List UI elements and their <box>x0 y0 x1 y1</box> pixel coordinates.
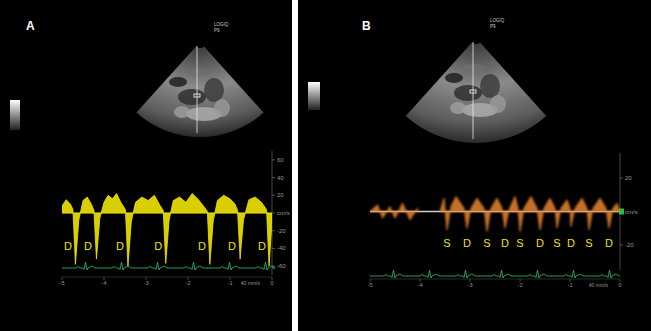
wave-label: D <box>567 237 575 249</box>
tissue-echo <box>450 102 466 114</box>
panel-background <box>298 0 651 331</box>
y-tick-label: cm/s <box>625 209 638 215</box>
sweep-speed: 40 mm/s <box>589 282 609 288</box>
device-label: P9 <box>214 28 220 33</box>
x-tick-label: -4 <box>418 282 423 288</box>
wave-label: S <box>516 237 523 249</box>
doppler-cursor <box>197 46 198 133</box>
y-tick-label: -20 <box>277 228 286 234</box>
wave-label: D <box>536 237 544 249</box>
panel: BLOGIQP9-20cm/s20-5-4-3-2-1040 mm/sSDSDS… <box>298 0 651 331</box>
x-tick-label: -3 <box>144 280 149 286</box>
panel: A LOGIQP9 -60 -40 -20 cm/s 20 40 60 -5 -4 -3 -2 -1 0 40… <box>0 0 292 331</box>
y-tick-label: 20 <box>277 192 284 198</box>
tissue-echo <box>214 99 230 117</box>
y-tick-label: -20 <box>625 242 634 248</box>
y-tick <box>620 178 623 179</box>
x-axis <box>62 277 272 278</box>
wave-label: S <box>443 237 450 249</box>
sweep-speed: 40 mm/s <box>241 280 261 286</box>
y-tick <box>272 248 275 249</box>
y-tick-label: 40 <box>277 175 284 181</box>
tissue-echo <box>490 95 506 113</box>
y-tick-label: -60 <box>277 263 286 269</box>
x-axis <box>370 279 620 280</box>
x-tick-label: -4 <box>102 280 107 286</box>
doppler-spectrum <box>370 196 620 231</box>
ecg-trace <box>62 262 275 270</box>
y-tick <box>620 244 623 245</box>
sample-gate <box>470 90 476 93</box>
y-tick <box>272 177 275 178</box>
tissue-echo <box>186 68 210 76</box>
gray-scale-bar <box>10 100 20 130</box>
x-tick-label: -1 <box>568 282 573 288</box>
y-tick <box>272 213 275 214</box>
tissue-echo <box>445 73 463 83</box>
wave-label: D <box>463 237 471 249</box>
x-tick-label: -2 <box>518 282 523 288</box>
panel-label: A <box>26 19 35 33</box>
y-tick-label: -40 <box>277 245 286 251</box>
device-label: P9 <box>490 24 496 29</box>
tissue-echo <box>174 106 190 118</box>
doppler-spectrum <box>62 194 272 267</box>
wave-label: S <box>585 237 592 249</box>
sample-gate <box>194 94 200 97</box>
x-tick-label: -3 <box>468 282 473 288</box>
y-tick <box>272 159 275 160</box>
x-tick-label: 0 <box>270 280 273 286</box>
doppler-cursor <box>473 42 474 139</box>
wave-label: D <box>84 240 92 252</box>
tissue-echo <box>480 74 500 98</box>
device-label: LOGIQ <box>214 22 229 27</box>
wave-label: D <box>64 240 72 252</box>
x-tick-label: -5 <box>60 280 65 286</box>
plot-area <box>370 196 620 231</box>
device-label: LOGIQ <box>490 18 505 23</box>
y-tick <box>272 230 275 231</box>
tissue-echo <box>204 78 224 102</box>
wave-label: D <box>605 237 613 249</box>
wave-label: D <box>258 240 266 252</box>
wave-label: S <box>553 237 560 249</box>
tissue-echo <box>462 64 486 72</box>
wave-label: D <box>198 240 206 252</box>
x-tick-label: -5 <box>368 282 373 288</box>
tissue-echo <box>178 89 206 105</box>
tissue-echo <box>169 77 187 87</box>
panel-background <box>0 0 292 331</box>
y-tick-label: 60 <box>277 157 284 163</box>
plot-area <box>62 194 272 267</box>
wave-label: D <box>154 240 162 252</box>
y-tick-label: 20 <box>625 175 632 181</box>
gray-scale-bar <box>308 82 320 110</box>
x-tick-label: 0 <box>618 282 621 288</box>
tissue-echo <box>454 85 482 101</box>
ecg-trace <box>370 270 620 278</box>
x-tick-label: -1 <box>228 280 233 286</box>
wave-label: S <box>483 237 490 249</box>
x-tick-label: -2 <box>186 280 191 286</box>
wave-label: D <box>501 237 509 249</box>
ultrasound-image <box>136 46 263 137</box>
wave-label: D <box>116 240 124 252</box>
ultrasound-image <box>406 42 547 143</box>
wave-label: D <box>228 240 236 252</box>
figure: ALOGIQP9-60-40-20cm/s204060-5-4-3-2-1040… <box>0 0 651 331</box>
panel-label: B <box>362 19 371 33</box>
y-tick-label: cm/s <box>277 210 290 216</box>
y-tick <box>272 195 275 196</box>
